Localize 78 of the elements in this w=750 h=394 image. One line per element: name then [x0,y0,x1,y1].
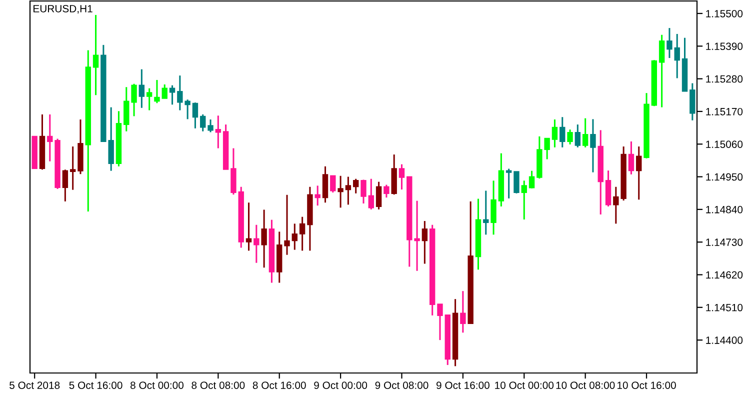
y-tick-label: 1.15060 [706,140,743,148]
x-tick-label: 8 Oct 08:00 [192,382,245,389]
candlestick [215,114,222,150]
x-tick-label: 8 Oct 00:00 [130,382,184,389]
y-tick-label: 1.14620 [706,271,743,279]
candlestick [230,147,236,196]
y-tick-label: 1.15500 [706,10,743,18]
x-tick-label: 5 Oct 16:00 [69,382,122,389]
candlestick [674,33,680,79]
candlestick [483,190,489,236]
x-tick-label: 8 Oct 16:00 [252,382,306,389]
candlestick [314,184,320,206]
y-tick-label: 1.14730 [706,238,743,246]
candlestick [246,202,252,252]
x-tick-label: 5 Oct 2018 [10,382,60,389]
candlestick [261,208,267,268]
x-tick-label: 9 Oct 16:00 [436,382,490,389]
candlestick [514,170,520,194]
candlestick [460,290,466,334]
candlestick [92,14,99,96]
candlestick [284,194,290,256]
x-tick-label: 9 Oct 08:00 [375,382,428,389]
candlestick [138,68,145,109]
candlestick [658,34,665,108]
candlestick [345,176,352,206]
candlestick [376,181,382,210]
candlestick [506,168,512,200]
candlestick [208,118,214,133]
candlestick [62,168,68,202]
y-tick-label: 1.14950 [706,173,743,181]
candlestick [521,180,527,220]
candlestick [70,146,76,191]
candlestick [490,180,496,236]
candlestick [292,222,298,251]
candlestick [368,178,374,210]
candlestick [330,175,336,194]
candlestick [299,216,306,252]
candlestick [169,84,176,106]
candlestick [582,118,588,148]
candlestick [124,86,130,132]
candlestick [414,200,420,272]
candlestick [338,175,344,208]
candlestick [398,164,405,190]
candlestick [384,184,390,198]
y-tick-label: 1.14840 [706,206,743,214]
candlestick [47,114,53,162]
candlestick [690,82,696,122]
x-tick-label: 10 Oct 08:00 [556,382,615,389]
y-tick-label: 1.15170 [706,108,743,116]
y-tick-label: 1.14400 [706,336,743,344]
candlestick [666,27,672,59]
x-tick-label: 10 Oct 16:00 [617,382,676,389]
candlestick [192,102,198,130]
candlestick [560,116,566,148]
candlestick [636,146,642,200]
x-tick-label: 10 Oct 00:00 [495,382,554,389]
candlestick [628,140,634,176]
candlestick [131,83,137,117]
candlestick [437,303,443,341]
candlestick [353,178,359,194]
candlestick [146,88,152,112]
chart-title: EURUSD,H1 [34,4,92,14]
candlestick [567,128,573,146]
candlestick [200,114,206,132]
candlestick [162,84,168,100]
y-tick-label: 1.14510 [706,304,743,312]
candlestick [528,170,535,190]
y-tick-label: 1.15280 [706,75,743,83]
candlestick [322,166,328,204]
candlestick [422,220,428,265]
x-tick-label: 9 Oct 00:00 [314,382,368,389]
candlestick [552,118,558,148]
candlestick [574,124,581,148]
y-tick-label: 1.15390 [706,42,743,50]
candlestick [590,118,596,174]
candlestick [254,224,260,264]
candlestick [360,178,366,204]
candlestick [154,79,160,104]
